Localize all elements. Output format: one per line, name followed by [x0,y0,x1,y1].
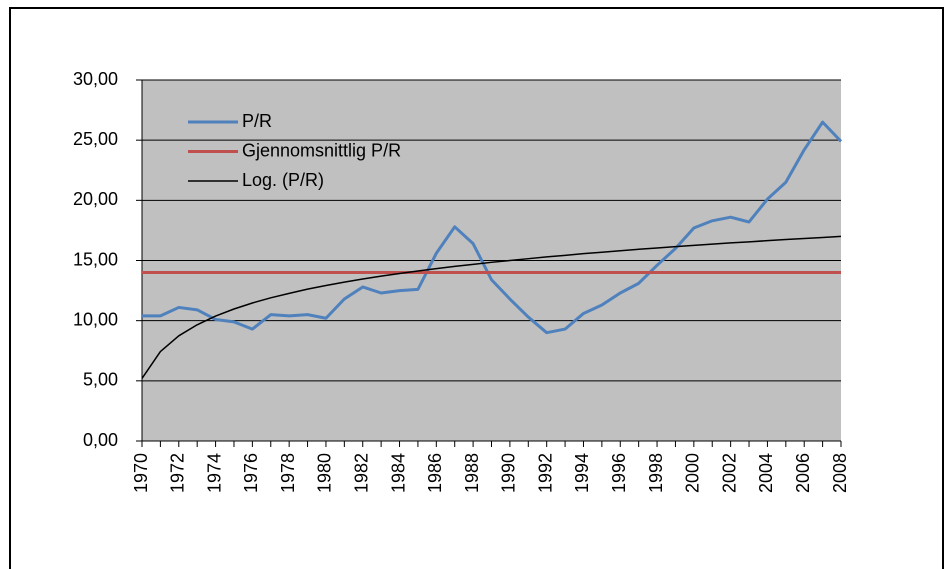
y-tick-label: 10,00 [73,309,118,329]
y-tick-label: 25,00 [73,129,118,149]
x-tick-label: 1998 [646,453,666,493]
legend-label: Log. (P/R) [242,170,324,190]
x-tick-label: 1994 [572,453,592,493]
x-tick-label: 2008 [830,453,850,493]
x-tick-label: 1974 [204,453,224,493]
series-line [142,120,843,335]
y-tick-label: 15,00 [73,249,118,269]
x-tick-label: 1970 [131,453,151,493]
x-tick-label: 2002 [719,453,739,493]
x-tick-label: 1984 [388,453,408,493]
x-tick-label: 1972 [168,453,188,493]
legend-label: P/R [242,111,272,131]
x-tick-label: 1976 [241,453,261,493]
y-tick-label: 20,00 [73,189,118,209]
legend-label: Gjennomsnittlig P/R [242,140,401,160]
series-line [141,235,842,379]
x-tick-label: 2000 [683,453,703,493]
x-tick-label: 1988 [462,453,482,493]
x-tick-label: 1982 [351,453,371,493]
x-tick-label: 1986 [425,453,445,493]
x-tick-label: 1990 [499,453,519,493]
x-tick-label: 2004 [756,453,776,493]
y-tick-label: 30,00 [73,69,118,89]
x-tick-label: 1996 [609,453,629,493]
x-tick-label: 2006 [793,453,813,493]
y-tick-label: 0,00 [83,430,118,450]
x-tick-label: 1980 [315,453,335,493]
y-tick-label: 5,00 [83,370,118,390]
x-tick-label: 1992 [535,453,555,493]
x-tick-label: 1978 [278,453,298,493]
